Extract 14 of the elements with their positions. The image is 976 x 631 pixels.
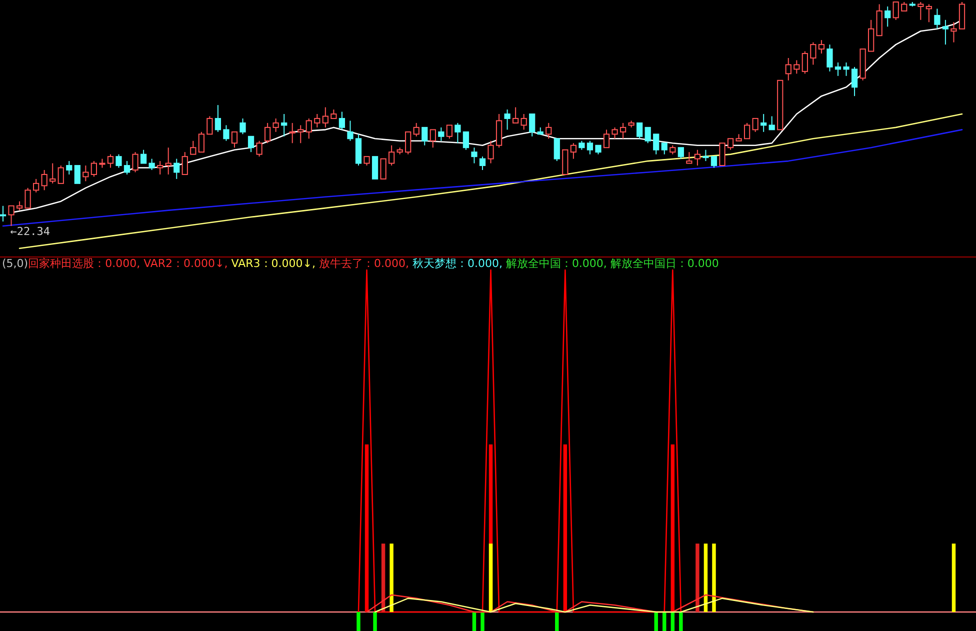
candlestick <box>165 147 172 175</box>
candlestick <box>950 22 957 43</box>
annotation: VAR2：0.000↓, <box>144 257 232 270</box>
annotation: 秋天梦想：0.000, <box>412 257 506 270</box>
annotation: 放牛去了：0.000, <box>318 257 412 270</box>
candlestick <box>281 114 288 137</box>
annotation: 回家种田选股：0.000, <box>28 257 144 270</box>
annotation: 解放全中国日：0.000 <box>610 257 719 270</box>
candlestick <box>289 122 296 144</box>
annotation: 解放全中国：0.000, <box>506 257 610 270</box>
candlestick <box>760 114 767 132</box>
annotation: ←22.34 <box>10 225 50 238</box>
annotation: (5,0) <box>2 257 28 270</box>
annotation: VAR3：0.000↓, <box>231 257 319 270</box>
